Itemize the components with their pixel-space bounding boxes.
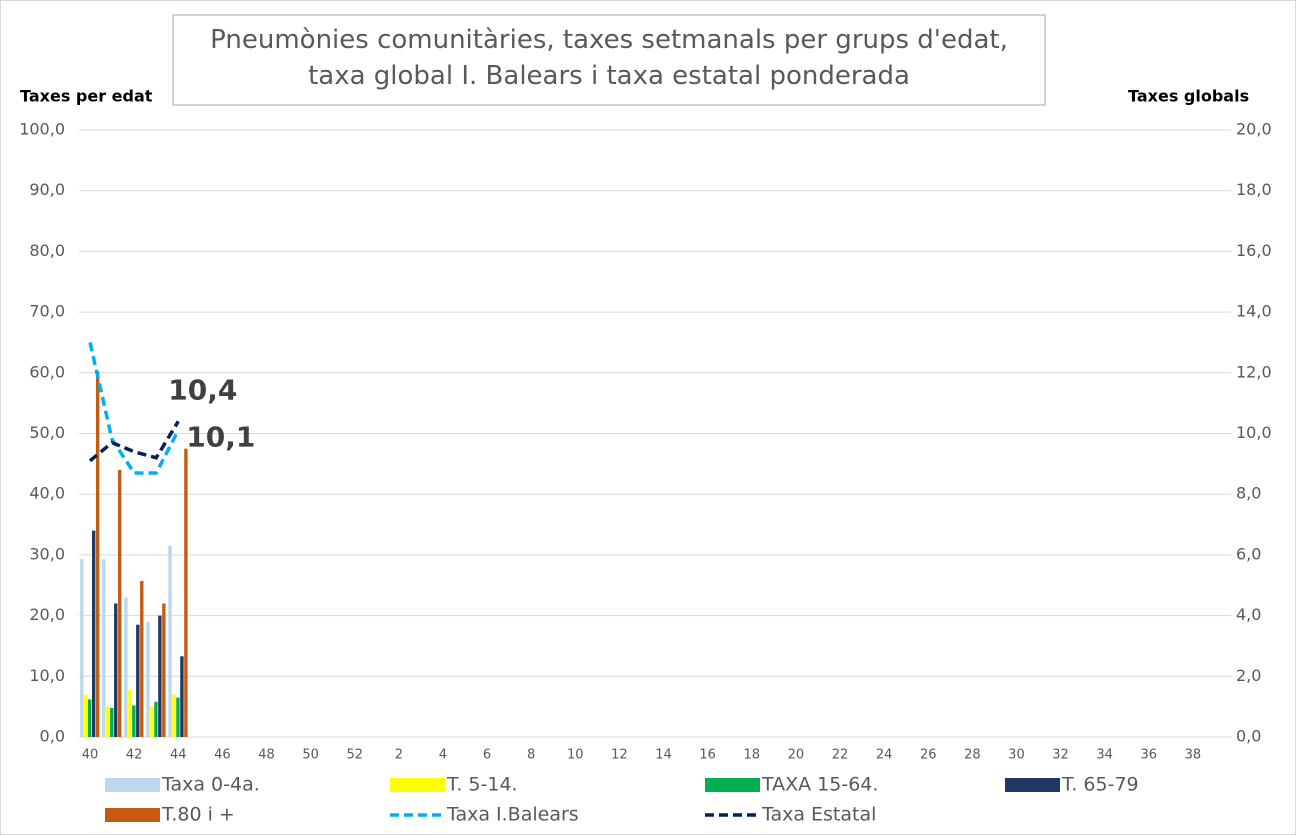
x-tick-label: 6 bbox=[483, 748, 491, 763]
x-tick-label: 48 bbox=[258, 748, 275, 763]
x-tick-label: 50 bbox=[302, 748, 319, 763]
y2-tick-label: 4,0 bbox=[1236, 605, 1261, 624]
data-label: 10,1 bbox=[186, 420, 255, 453]
bar bbox=[136, 624, 140, 737]
x-tick-label: 22 bbox=[832, 748, 849, 763]
y-tick-label: 40,0 bbox=[29, 484, 65, 503]
y2-tick-label: 0,0 bbox=[1236, 727, 1261, 746]
bar bbox=[118, 469, 122, 737]
title-box bbox=[172, 14, 1046, 106]
data-label: 10,4 bbox=[168, 373, 237, 406]
x-tick-label: 4 bbox=[439, 748, 447, 763]
bar bbox=[150, 706, 154, 737]
y-tick-label: 60,0 bbox=[29, 362, 65, 381]
x-tick-label: 52 bbox=[346, 748, 363, 763]
legend-label: T.80 i + bbox=[161, 804, 235, 826]
x-tick-label: 34 bbox=[1096, 748, 1113, 763]
x-tick-label: 40 bbox=[82, 748, 99, 763]
y2-tick-label: 10,0 bbox=[1236, 423, 1272, 442]
x-tick-label: 12 bbox=[611, 748, 628, 763]
x-tick-label: 10 bbox=[567, 748, 584, 763]
bar bbox=[95, 371, 100, 737]
legend-label: T. 65-79 bbox=[1061, 774, 1139, 796]
y-tick-label: 80,0 bbox=[29, 241, 65, 260]
x-tick-label: 8 bbox=[527, 748, 535, 763]
x-tick-label: 24 bbox=[876, 748, 893, 763]
y-tick-label: 50,0 bbox=[29, 423, 65, 442]
x-tick-label: 16 bbox=[699, 748, 716, 763]
legend-label: T. 5-14. bbox=[446, 774, 518, 796]
x-tick-label: 38 bbox=[1185, 748, 1202, 763]
bar bbox=[110, 707, 114, 737]
y2-tick-label: 14,0 bbox=[1236, 302, 1272, 321]
x-tick-label: 26 bbox=[920, 748, 937, 763]
bar bbox=[180, 656, 184, 737]
y2-tick-label: 16,0 bbox=[1236, 241, 1272, 260]
legend-swatch bbox=[105, 808, 160, 822]
y-tick-label: 0,0 bbox=[40, 727, 65, 746]
line-series bbox=[88, 420, 180, 463]
legend-swatch bbox=[390, 778, 445, 792]
bar bbox=[140, 581, 144, 737]
y2-tick-label: 18,0 bbox=[1236, 180, 1272, 199]
y-tick-label: 70,0 bbox=[29, 302, 65, 321]
bar bbox=[106, 706, 110, 737]
bar bbox=[168, 545, 172, 737]
bar bbox=[172, 694, 176, 737]
bar bbox=[80, 559, 84, 737]
y2-tick-label: 6,0 bbox=[1236, 544, 1261, 563]
bar bbox=[132, 705, 136, 737]
bar bbox=[124, 597, 128, 737]
x-tick-label: 2 bbox=[395, 748, 403, 763]
bar bbox=[114, 603, 118, 737]
y-tick-label: 90,0 bbox=[29, 180, 65, 199]
legend-swatch bbox=[1005, 778, 1060, 792]
x-tick-label: 46 bbox=[214, 748, 231, 763]
x-tick-label: 44 bbox=[170, 748, 187, 763]
y2-tick-label: 20,0 bbox=[1236, 120, 1272, 139]
legend-swatch bbox=[105, 778, 160, 792]
bar bbox=[154, 701, 158, 737]
y2-tick-label: 2,0 bbox=[1236, 666, 1261, 685]
y-tick-label: 100,0 bbox=[19, 120, 65, 139]
title-wrap: Pneumònies comunitàries, taxes setmanals… bbox=[210, 25, 1008, 91]
y2-tick-label: 8,0 bbox=[1236, 484, 1261, 503]
x-tick-label: 18 bbox=[743, 748, 760, 763]
bar bbox=[92, 530, 96, 737]
y-axis-label: Taxes per edat bbox=[20, 87, 153, 106]
y2-tick-label: 12,0 bbox=[1236, 362, 1272, 381]
x-tick-label: 14 bbox=[655, 748, 672, 763]
y-tick-label: 30,0 bbox=[29, 544, 65, 563]
bar bbox=[84, 694, 88, 737]
bar bbox=[146, 621, 150, 737]
chart-title: Pneumònies comunitàries, taxes setmanals… bbox=[210, 25, 1008, 91]
bar bbox=[128, 689, 132, 737]
legend-swatch bbox=[705, 778, 760, 792]
bar bbox=[102, 559, 106, 737]
bar bbox=[158, 615, 162, 737]
bar bbox=[176, 697, 180, 737]
x-tick-label: 36 bbox=[1141, 748, 1158, 763]
legend-label: TAXA 15-64. bbox=[761, 774, 878, 796]
y2-axis-label: Taxes globals bbox=[1128, 87, 1249, 106]
x-tick-label: 42 bbox=[126, 748, 143, 763]
legend-label: Taxa 0-4a. bbox=[161, 774, 260, 796]
legend-label: Taxa Estatal bbox=[761, 804, 876, 826]
bar bbox=[184, 448, 188, 737]
bar bbox=[162, 603, 166, 737]
y-tick-label: 20,0 bbox=[29, 605, 65, 624]
x-tick-label: 28 bbox=[964, 748, 981, 763]
y-tick-label: 10,0 bbox=[29, 666, 65, 685]
x-tick-label: 20 bbox=[788, 748, 805, 763]
legend-label: Taxa I.Balears bbox=[446, 804, 579, 826]
x-tick-label: 30 bbox=[1008, 748, 1025, 763]
x-tick-label: 32 bbox=[1052, 748, 1069, 763]
bar bbox=[88, 699, 92, 737]
